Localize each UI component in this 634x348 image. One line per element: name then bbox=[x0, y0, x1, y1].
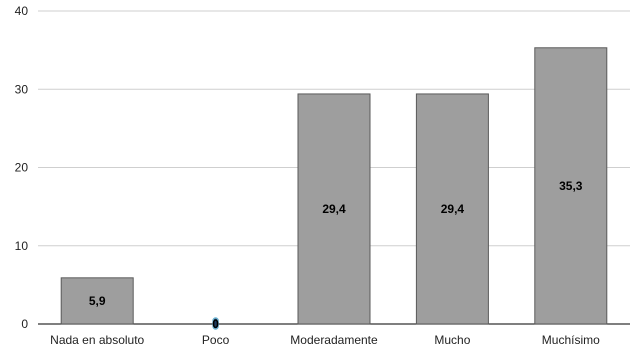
y-tick-label: 0 bbox=[21, 317, 28, 331]
bar bbox=[534, 47, 608, 325]
data-label: 35,3 bbox=[559, 179, 583, 193]
y-axis-tick-labels: 0 10 20 30 40 bbox=[15, 4, 29, 331]
bars bbox=[60, 47, 608, 330]
data-label: 0 bbox=[212, 317, 219, 331]
data-labels: 5,9 0 29,4 29,4 35,3 bbox=[89, 179, 583, 331]
x-tick-label: Nada en absoluto bbox=[50, 333, 144, 347]
data-label: 5,9 bbox=[89, 294, 106, 308]
x-tick-label: Moderadamente bbox=[290, 333, 378, 347]
bar bbox=[60, 277, 134, 325]
x-tick-label: Muchísimo bbox=[542, 333, 600, 347]
x-tick-label: Poco bbox=[202, 333, 230, 347]
x-axis-tick-labels: Nada en absoluto Poco Moderadamente Mucho Mu… bbox=[50, 333, 600, 347]
y-tick-label: 20 bbox=[15, 161, 29, 175]
x-tick-label: Mucho bbox=[434, 333, 470, 347]
data-label: 29,4 bbox=[441, 202, 465, 216]
y-tick-label: 10 bbox=[15, 239, 29, 253]
y-tick-label: 40 bbox=[15, 4, 29, 18]
y-tick-label: 30 bbox=[15, 82, 29, 96]
data-label: 29,4 bbox=[322, 202, 346, 216]
bar-zero-marker bbox=[212, 317, 219, 330]
bar bbox=[297, 93, 371, 325]
bar bbox=[415, 93, 489, 325]
